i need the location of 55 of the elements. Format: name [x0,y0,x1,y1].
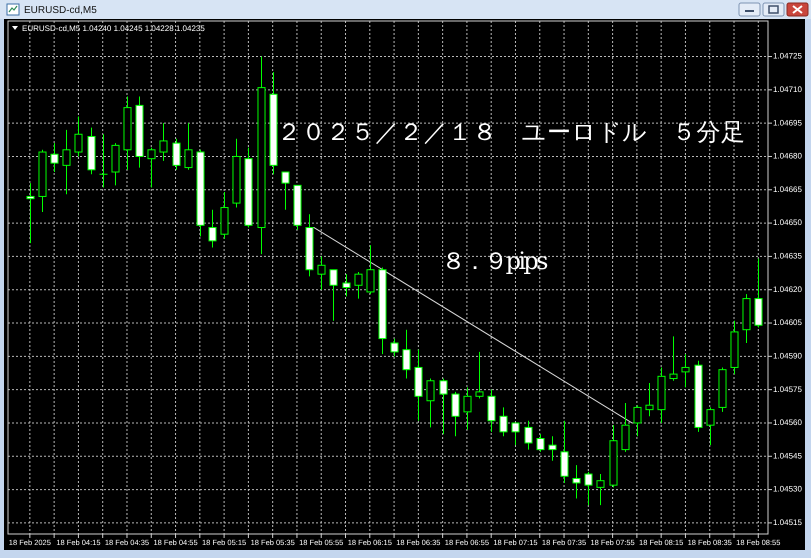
candlestick [26,182,35,244]
candlestick [74,116,83,157]
y-tick-label: 1.04545 [773,451,802,460]
candlestick [342,274,351,297]
y-tick-label: 1.04650 [773,218,802,228]
candlestick [172,138,181,170]
candlestick [329,269,338,322]
candlestick [669,336,678,382]
candlestick [633,404,642,437]
candlestick [439,378,448,435]
candlestick [99,134,108,188]
candlestick [463,386,472,430]
y-tick-label: 1.04725 [773,52,802,61]
candlestick [572,464,581,499]
candlestick [584,471,593,506]
text: ２０２５／２／１８ ユーロドル ５分足 [277,118,745,146]
candlestick [475,351,484,400]
candlestick [281,172,290,210]
candlestick [402,329,411,380]
annotation: EURUSD-cd,M5 1.04240 1.04245 1.04228 1.04235 [22,24,206,33]
y-tick-label: 1.04680 [773,152,802,161]
candlestick [62,129,71,195]
candlestick [511,422,520,446]
candlestick [147,147,156,188]
y-tick-label: 1.04695 [773,118,802,128]
y-tick-label: 1.04560 [773,418,802,428]
candlestick [499,406,508,437]
candlestick [706,406,715,446]
candlestick [390,338,399,357]
y-tick-label: 1.04605 [773,318,802,328]
y-tick-label: 1.04710 [773,84,802,94]
candlestick [596,474,605,506]
text: EURUSD-cd,M5 [24,5,98,16]
candlestick [208,209,217,248]
y-tick-label: 1.04620 [773,284,802,294]
y-tick-label: 1.04575 [773,384,802,394]
y-tick-label: 1.04590 [773,351,802,360]
candlestick [184,122,193,170]
candlestick [354,271,363,300]
candlestick [366,244,375,295]
candlestick [681,354,690,388]
candlestick [536,434,545,452]
candlestick [524,420,533,450]
candlestick [645,382,654,417]
annotation: ８．９pips [441,247,548,276]
y-tick-label: 1.04530 [773,484,802,494]
candlestick [451,391,460,437]
candlestick [426,378,435,428]
candlestick [50,142,59,173]
candlestick [159,122,168,162]
candlestick [548,436,557,462]
y-tick-label: 1.04665 [773,184,802,194]
candlestick [317,256,326,290]
y-tick-label: 1.04515 [773,518,802,528]
y-tick-label: 1.04635 [773,252,802,261]
